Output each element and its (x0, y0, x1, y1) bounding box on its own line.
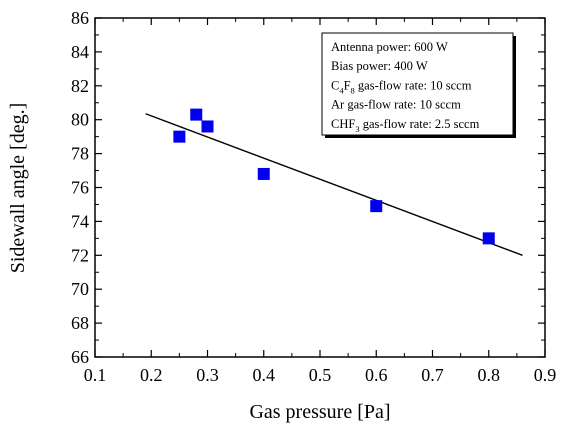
legend-frame (321, 32, 514, 136)
x-tick-label: 0.5 (309, 365, 332, 385)
x-tick-label: 0.7 (421, 365, 444, 385)
data-point (173, 130, 186, 143)
y-tick-label: 78 (71, 144, 89, 164)
legend-line: Bias power: 400 W (331, 59, 428, 73)
legend-text: Bias power: 400 W (331, 59, 428, 73)
legend-line: CHF3​ gas-flow rate: 2.5 sccm (331, 117, 480, 134)
y-tick-label: 84 (71, 42, 89, 62)
fit-line-group (145, 113, 523, 256)
legend-text: gas-flow rate: 10 sccm (355, 78, 472, 92)
legend-line: Antenna power: 600 W (331, 40, 448, 54)
x-tick-label: 0.9 (534, 365, 557, 385)
legend-box: Antenna power: 600 W Bias power: 400 W C4​… (321, 32, 516, 138)
y-tick-label: 66 (71, 347, 89, 367)
data-point (201, 120, 214, 133)
legend-text: CHF (331, 117, 355, 131)
data-points (173, 108, 495, 245)
y-tick-label: 72 (71, 245, 89, 265)
x-tick-label: 0.3 (196, 365, 219, 385)
x-tick-label: 0.8 (478, 365, 501, 385)
legend-text: Antenna power: 600 W (331, 40, 448, 54)
data-point (370, 200, 383, 213)
legend-subscript: 8 (351, 85, 355, 95)
y-tick-label: 80 (71, 110, 89, 130)
legend-text: Ar gas-flow rate: 10 sccm (331, 98, 461, 112)
y-tick-label: 86 (71, 8, 89, 28)
legend-subscript: 4 (339, 85, 344, 95)
legend-line: C4​F8​ gas-flow rate: 10 sccm (331, 78, 472, 95)
data-point (482, 232, 495, 245)
legend-subscript: 3 (355, 124, 359, 134)
fit-line (145, 113, 523, 256)
y-tick-label: 70 (71, 279, 89, 299)
y-tick-label: 82 (71, 76, 89, 96)
legend-text: C (331, 78, 339, 92)
plot-frame-group: 0.1 0.2 0.3 0.4 0.5 0.6 0.7 0.8 0.9 66 68 70 72 74 76 7… (71, 8, 556, 385)
legend-text: F (344, 78, 351, 92)
data-point (257, 167, 270, 180)
y-axis-label: Sidewall angle [deg.] (7, 103, 29, 274)
x-tick-label: 0.4 (253, 365, 276, 385)
x-tick-label: 0.6 (365, 365, 388, 385)
legend-text: gas-flow rate: 2.5 sccm (360, 117, 480, 131)
x-axis-label: Gas pressure [Pa] (249, 401, 390, 423)
x-tick-label: 0.1 (84, 365, 107, 385)
legend-line: Ar gas-flow rate: 10 sccm (331, 98, 461, 112)
y-tick-label: 68 (71, 313, 89, 333)
data-point (190, 108, 203, 121)
y-tick-label: 76 (71, 178, 89, 198)
y-tick-label: 74 (71, 211, 89, 231)
x-tick-label: 0.2 (140, 365, 163, 385)
